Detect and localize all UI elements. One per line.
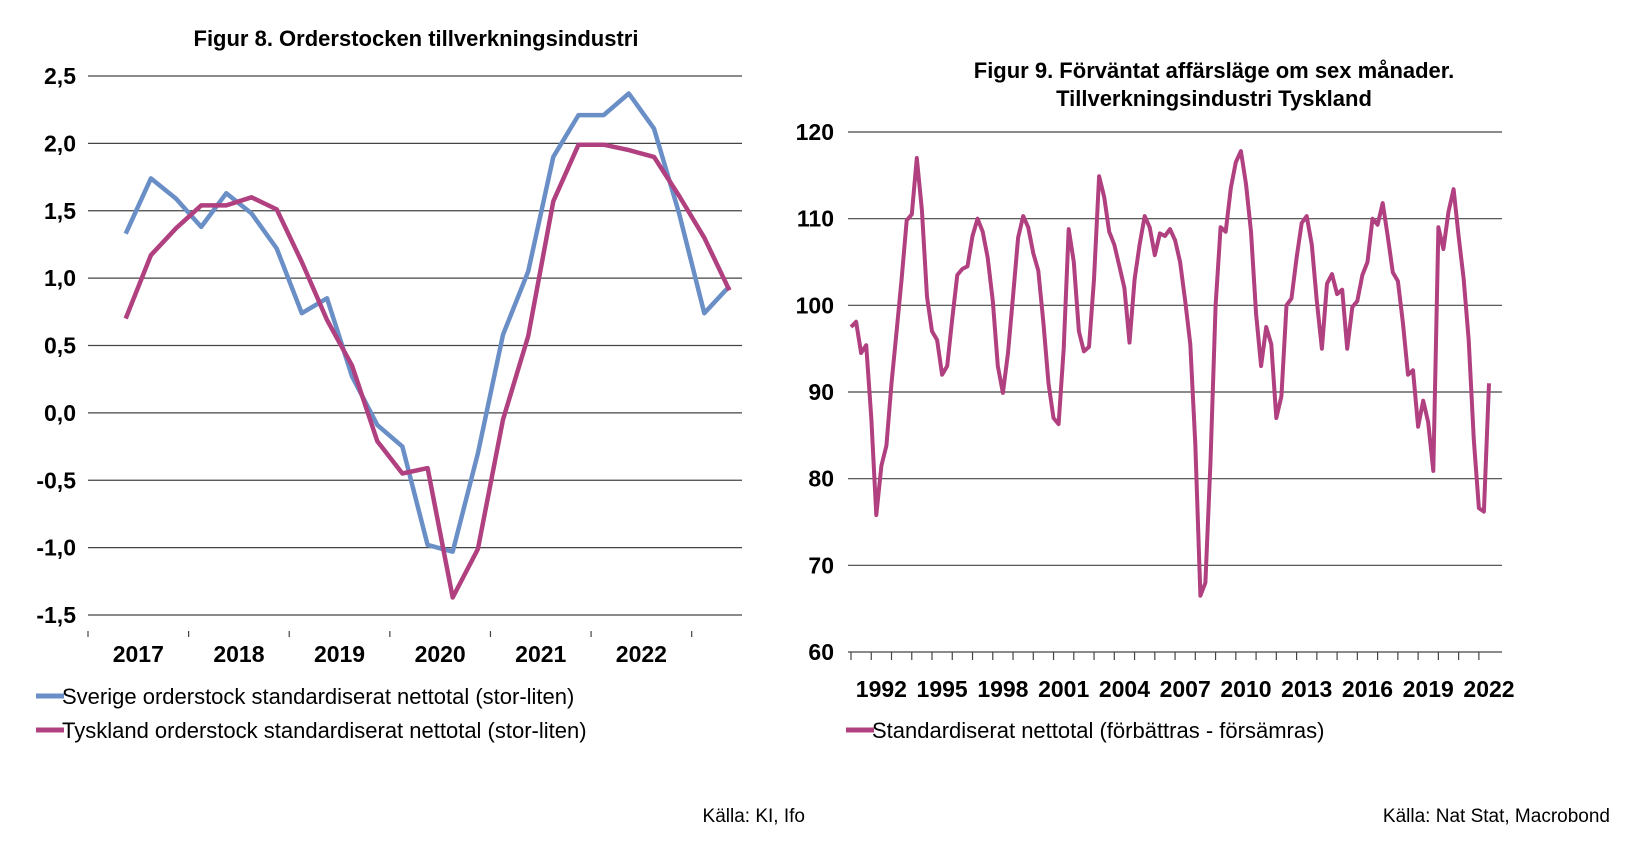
chart-2-x-tick-label: 1992: [856, 676, 907, 702]
chart-2-x-tick-label: 2019: [1403, 676, 1454, 702]
chart-2-x-tick-label: 2016: [1342, 676, 1393, 702]
chart-1-series-line-1: [123, 91, 732, 554]
chart-2-y-tick-labels: 120 110 100 90 80 70 60: [796, 119, 834, 665]
chart-1-y-tick-label: 1,0: [44, 265, 76, 291]
chart-1-x-tick-label: 2018: [213, 641, 264, 667]
chart-2-title-line-1: Figur 9. Förväntat affärsläge om sex mån…: [974, 58, 1455, 83]
chart-2-y-tick-label: 100: [796, 292, 834, 318]
chart-1-source: Källa: KI, Ifo: [703, 806, 805, 827]
chart-1-x-tick-label: 2022: [616, 641, 667, 667]
chart-2-x-tick-label: 2010: [1220, 676, 1271, 702]
chart-2-x-axis: 1992 1995 1998 2001 2004 2007 2010 2013 2016 2019…: [848, 651, 1515, 702]
chart-2-x-tick-label: 2007: [1160, 676, 1211, 702]
chart-1-legend: Sverige orderstock standardiserat nettot…: [36, 684, 587, 743]
chart-2-x-tick-label: 1998: [977, 676, 1028, 702]
chart-1-y-tick-label: -1,0: [36, 535, 76, 561]
chart-1-y-tick-label: -1,5: [36, 602, 76, 628]
chart-1-x-tick-label: 2020: [415, 641, 466, 667]
chart-1-y-tick-label: -0,5: [36, 467, 76, 493]
chart-2-x-tick-label: 1995: [917, 676, 968, 702]
chart-2-title-line-2: Tillverkningsindustri Tyskland: [1056, 86, 1372, 111]
chart-1-legend-label: Tyskland orderstock standardiserat netto…: [62, 718, 587, 743]
chart-2-legend-label: Standardiserat nettotal (förbättras - fö…: [872, 718, 1324, 743]
chart-2-legend: Standardiserat nettotal (förbättras - fö…: [846, 718, 1324, 743]
chart-2-y-tick-label: 80: [808, 466, 834, 492]
chart-1-title: Figur 8. Orderstocken tillverkningsindus…: [194, 26, 639, 51]
chart-1-y-tick-label: 0,5: [44, 333, 76, 359]
chart-1-y-tick-label: 0,0: [44, 400, 76, 426]
chart-1-x-tick-label: 2021: [515, 641, 566, 667]
chart-1-y-tick-labels: 2,5 2,0 1,5 1,0 0,5 0,0 -0,5 -1,0 -1,5: [36, 63, 76, 628]
chart-1-x-tick-label: 2019: [314, 641, 365, 667]
chart-2-y-tick-label: 70: [808, 552, 834, 578]
chart-2-series-line-1: [849, 149, 1491, 598]
chart-1-x-axis: 2017 2018 2019 2020 2021 2022: [87, 631, 693, 667]
chart-2-y-tick-label: 120: [796, 119, 834, 145]
chart-2-y-tick-label: 110: [797, 206, 834, 232]
chart-1-y-tick-label: 1,5: [44, 198, 76, 224]
chart-1-y-tick-label: 2,0: [44, 130, 76, 156]
chart-1-legend-label: Sverige orderstock standardiserat nettot…: [62, 684, 574, 709]
chart-2-gridlines: [848, 131, 1502, 566]
chart-2-source: Källa: Nat Stat, Macrobond: [1383, 806, 1610, 827]
chart-2-x-tick-label: 2022: [1463, 676, 1514, 702]
chart-1-y-tick-label: 2,5: [44, 63, 76, 89]
chart-2-x-tick-label: 2001: [1038, 676, 1089, 702]
chart-1-gridlines: [88, 75, 742, 616]
chart-2-y-tick-label: 60: [808, 639, 834, 665]
chart-2-x-tick-label: 2013: [1281, 676, 1332, 702]
chart-1-series-line-2: [123, 142, 732, 600]
chart-1-series: [123, 91, 732, 600]
chart-2-series: [849, 149, 1491, 598]
chart-2-x-tick-label: 2004: [1099, 676, 1150, 702]
chart-2-y-tick-label: 90: [808, 379, 834, 405]
chart-1-x-tick-label: 2017: [113, 641, 164, 667]
